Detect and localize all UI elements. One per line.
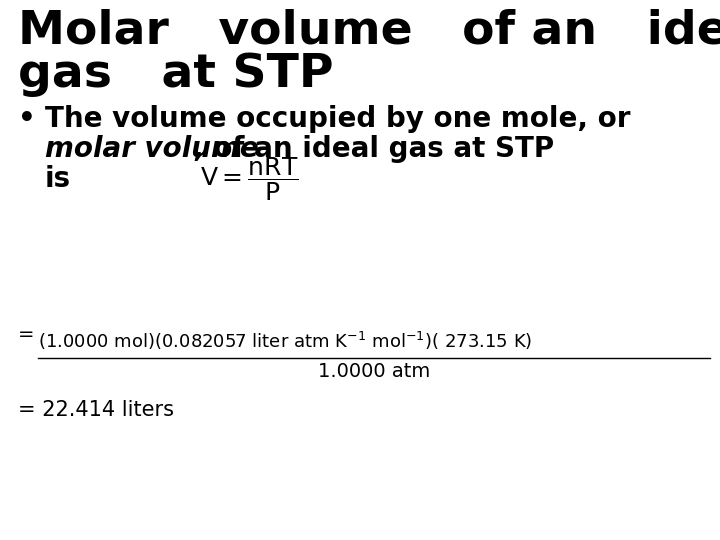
Text: Molar   volume   of an   ideal: Molar volume of an ideal xyxy=(18,8,720,53)
Text: molar volume: molar volume xyxy=(45,135,258,163)
Text: is: is xyxy=(45,165,71,193)
Text: •: • xyxy=(18,105,36,133)
Text: = 22.414 liters: = 22.414 liters xyxy=(18,400,174,420)
Text: $\mathsf{V = \dfrac{nRT}{P}}$: $\mathsf{V = \dfrac{nRT}{P}}$ xyxy=(200,155,298,203)
Text: gas   at STP: gas at STP xyxy=(18,52,333,97)
Text: $(1.0000\ \mathrm{mol})(0.082057\ \mathrm{liter\ atm\ K^{-1}\ mol^{-1}})(\ 273.1: $(1.0000\ \mathrm{mol})(0.082057\ \mathr… xyxy=(38,330,532,352)
Text: 1.0000 atm: 1.0000 atm xyxy=(318,362,430,381)
Text: The volume occupied by one mole, or: The volume occupied by one mole, or xyxy=(45,105,631,133)
Text: =: = xyxy=(18,325,35,344)
Text: , of an ideal gas at STP: , of an ideal gas at STP xyxy=(193,135,554,163)
